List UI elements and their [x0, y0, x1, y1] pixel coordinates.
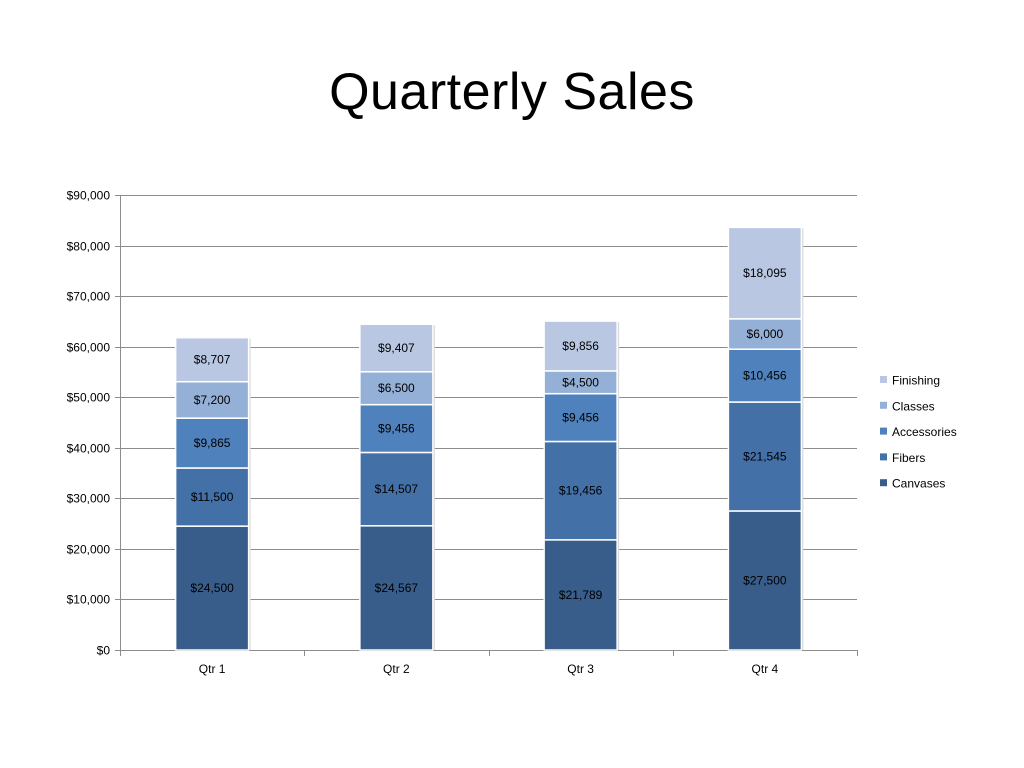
bar-segment-canvases-1 [174, 525, 250, 651]
slide-title: Quarterly Sales [329, 63, 695, 121]
legend: Finishing Classes Accessories Fibers Canvase… [880, 374, 957, 491]
y-tick-label: $40,000 [67, 442, 111, 456]
x-tick-label: Qtr 1 [199, 662, 226, 676]
data-label-accessories-1: $9,865 [194, 436, 231, 450]
data-label-canvases-3: $21,789 [559, 588, 603, 602]
y-tick-label: $70,000 [67, 290, 111, 304]
data-label-finishing-4: $18,095 [743, 266, 787, 280]
bar-segment-canvases-4 [727, 510, 803, 651]
legend-label-classes: Classes [892, 399, 935, 413]
data-label-accessories-3: $9,456 [562, 411, 599, 425]
data-label-classes-3: $4,500 [562, 375, 599, 389]
bar-segment-finishing-1 [174, 336, 250, 383]
bar-segment-classes-1 [174, 380, 250, 419]
x-tick-label: Qtr 4 [752, 662, 779, 676]
bar-segment-finishing-2 [359, 323, 434, 373]
axes: $0 $10,000 $20,000 $30,000 $40,000 $50,000 $60… [67, 189, 858, 676]
y-tick-label: $20,000 [67, 543, 111, 557]
legend-label-canvases: Canvases [892, 477, 945, 491]
data-label-finishing-1: $8,707 [194, 353, 231, 367]
bar-segment-accessories-3 [543, 392, 618, 443]
bar-segment-accessories-1 [174, 417, 250, 469]
data-label-fibers-2: $14,507 [375, 482, 419, 496]
data-label-finishing-3: $9,856 [562, 339, 599, 353]
legend-swatch-canvases [880, 479, 887, 487]
data-label-fibers-1: $11,500 [191, 490, 234, 504]
bar-segment-canvases-2 [359, 525, 434, 651]
bar-segment-classes-4 [727, 318, 803, 350]
legend-label-accessories: Accessories [892, 425, 957, 439]
y-tick-label: $10,000 [67, 593, 111, 607]
bar-segment-fibers-1 [174, 467, 250, 527]
data-label-canvases-1: $24,500 [190, 581, 234, 595]
bar-segment-canvases-3 [543, 539, 618, 651]
y-tick-label: $0 [97, 644, 111, 658]
data-labels: $24,500 $11,500 $9,865 $7,200 $8,707 $24,567 $… [190, 266, 786, 602]
bars [174, 226, 804, 651]
legend-label-finishing: Finishing [892, 374, 940, 388]
y-tick-label: $80,000 [67, 240, 111, 254]
bar-segment-classes-2 [359, 371, 434, 406]
legend-label-fibers: Fibers [892, 451, 925, 465]
y-tick-label: $50,000 [67, 391, 111, 405]
data-label-accessories-2: $9,456 [378, 422, 415, 436]
data-label-classes-4: $6,000 [747, 327, 784, 341]
x-tick-label: Qtr 2 [383, 662, 410, 676]
bar-segment-accessories-2 [359, 403, 434, 454]
data-label-fibers-3: $19,456 [559, 484, 603, 498]
bar-segment-fibers-3 [543, 440, 618, 541]
data-label-canvases-2: $24,567 [375, 581, 419, 595]
data-label-finishing-2: $9,407 [378, 341, 415, 355]
bar-segment-fibers-4 [727, 401, 803, 512]
legend-swatch-accessories [880, 427, 887, 435]
y-tick-label: $30,000 [67, 492, 111, 506]
data-label-fibers-4: $21,545 [743, 450, 787, 464]
data-label-accessories-4: $10,456 [743, 369, 787, 383]
data-label-canvases-4: $27,500 [743, 573, 787, 587]
y-tick-label: $90,000 [67, 189, 111, 203]
data-label-classes-1: $7,200 [194, 393, 231, 407]
bar-segment-fibers-2 [359, 451, 434, 527]
x-tick-label: Qtr 3 [567, 662, 594, 676]
legend-swatch-fibers [880, 453, 887, 461]
bar-segment-finishing-4 [727, 226, 803, 320]
legend-swatch-classes [880, 401, 887, 409]
bar-segment-finishing-3 [543, 320, 618, 372]
data-label-classes-2: $6,500 [378, 381, 415, 395]
legend-swatch-finishing [880, 376, 887, 383]
y-tick-label: $60,000 [67, 341, 111, 355]
